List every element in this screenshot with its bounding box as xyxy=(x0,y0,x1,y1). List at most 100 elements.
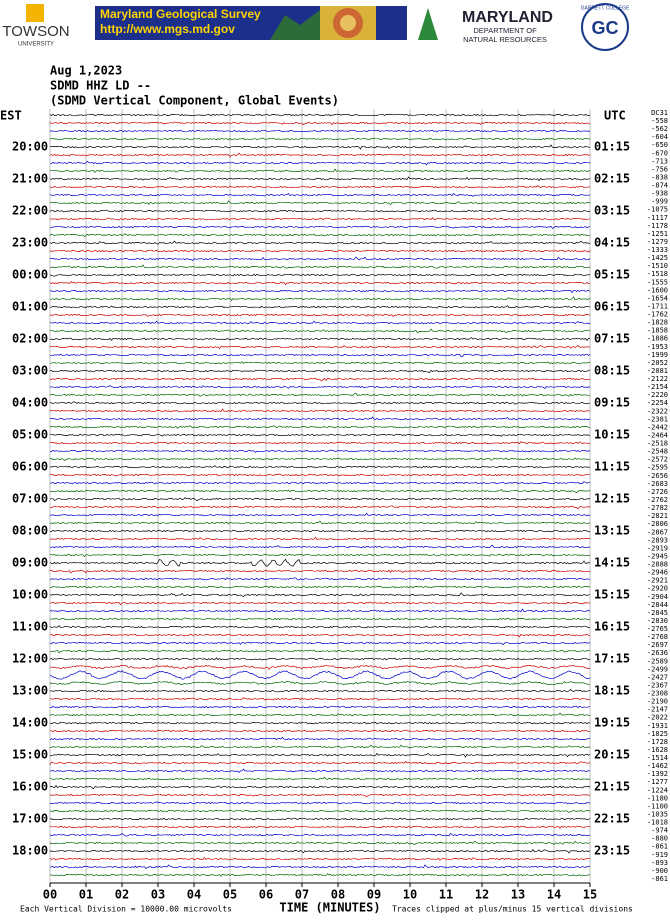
trace-offset: -1277 xyxy=(647,778,668,786)
scale-note: Each Vertical Division = 10000.00 microv… xyxy=(20,905,232,914)
trace-offset: -2656 xyxy=(647,472,668,480)
trace-offset: -900 xyxy=(651,867,668,875)
mgs-mountain xyxy=(270,10,320,40)
seismic-trace xyxy=(49,657,590,661)
trace-offset: -2904 xyxy=(647,593,668,601)
trace-offset: -2920 xyxy=(647,585,668,593)
trace-offset: -2081 xyxy=(647,367,668,375)
est-label: 07:00 xyxy=(12,492,48,506)
est-label: 01:00 xyxy=(12,300,48,314)
trace-offset: -861 xyxy=(651,843,668,851)
trace-offset: -604 xyxy=(651,133,668,141)
trace-offset: -2122 xyxy=(647,375,668,383)
utc-label: 18:15 xyxy=(594,684,630,698)
offset-header: DC31 xyxy=(651,109,668,117)
trace-offset: -2381 xyxy=(647,415,668,423)
seismic-trace xyxy=(49,825,591,829)
trace-offset: -2190 xyxy=(647,698,668,706)
minute-label: 11 xyxy=(439,888,453,902)
est-label: 22:00 xyxy=(12,204,48,218)
trace-offset: -880 xyxy=(651,835,668,843)
minute-label: 00 xyxy=(43,888,57,902)
seismic-trace xyxy=(49,857,591,861)
mgs-ring xyxy=(340,15,356,31)
trace-offset: -2845 xyxy=(647,609,668,617)
trace-offset: -1462 xyxy=(647,762,668,770)
seismic-trace xyxy=(49,577,591,581)
trace-offset: -2636 xyxy=(647,649,668,657)
trace-offset: -2499 xyxy=(647,665,668,673)
seismic-trace xyxy=(49,592,590,598)
trace-offset: -999 xyxy=(651,198,668,206)
trace-offset: -2726 xyxy=(647,488,668,496)
seismic-trace xyxy=(49,481,591,485)
seismic-trace xyxy=(49,617,591,621)
dnr-sub: NATURAL RESOURCES xyxy=(463,35,547,44)
seismic-trace xyxy=(49,249,591,253)
utc-label: 06:15 xyxy=(594,300,630,314)
seismic-trace xyxy=(49,296,591,302)
seismic-trace xyxy=(49,625,591,629)
minute-label: 06 xyxy=(259,888,273,902)
trace-offset: -1117 xyxy=(647,214,668,222)
trace-offset: -1333 xyxy=(647,246,668,254)
trace-offset: -1828 xyxy=(647,319,668,327)
est-label: 04:00 xyxy=(12,396,48,410)
utc-label: 20:15 xyxy=(594,748,630,762)
utc-label: 08:15 xyxy=(594,364,630,378)
seismic-trace xyxy=(49,712,591,717)
seismic-trace xyxy=(49,160,591,166)
trace-offset: -2921 xyxy=(647,577,668,585)
trace-offset: -1711 xyxy=(647,302,668,310)
clip-note: Traces clipped at plus/minus 15 vertical… xyxy=(392,905,633,914)
seismic-trace xyxy=(49,305,590,309)
seismic-trace xyxy=(49,192,591,197)
seismic-trace xyxy=(49,601,591,606)
est-label: 13:00 xyxy=(12,684,48,698)
seismic-trace xyxy=(49,401,590,405)
trace-offset: -1953 xyxy=(647,343,668,351)
seismic-trace xyxy=(49,848,591,854)
trace-offset: -2768 xyxy=(647,633,668,641)
est-label: 14:00 xyxy=(12,716,48,730)
seismic-trace xyxy=(49,369,590,374)
trace-offset: -2589 xyxy=(647,657,668,665)
seismic-trace xyxy=(49,585,591,589)
utc-label: 07:15 xyxy=(594,332,630,346)
trace-offset: -2945 xyxy=(647,552,668,560)
trace-offset: -2147 xyxy=(647,706,668,714)
trace-offset: -1825 xyxy=(647,730,668,738)
est-label: 17:00 xyxy=(12,812,48,826)
trace-offset: -562 xyxy=(651,125,668,133)
seismic-trace xyxy=(49,776,591,781)
trace-offset: -1886 xyxy=(647,335,668,343)
garrett-logo: GC xyxy=(592,18,619,38)
seismic-trace xyxy=(49,784,591,790)
trace-offset: -2893 xyxy=(647,536,668,544)
utc-label: 22:15 xyxy=(594,812,630,826)
trace-offset: -838 xyxy=(651,173,668,181)
trace-offset: -2052 xyxy=(647,359,668,367)
trace-offset: -1100 xyxy=(647,802,668,810)
trace-offset: -2154 xyxy=(647,383,668,391)
garrett-ring-text: GARRETT COLLEGE xyxy=(581,5,630,11)
trace-offset: -938 xyxy=(651,190,668,198)
trace-offset: -2867 xyxy=(647,528,668,536)
seismic-trace xyxy=(49,457,591,462)
est-label: 11:00 xyxy=(12,620,48,634)
trace-offset: -1425 xyxy=(647,254,668,262)
seismic-trace xyxy=(49,670,591,680)
seismic-trace xyxy=(49,225,591,230)
trace-offset: -2782 xyxy=(647,504,668,512)
utc-label: 19:15 xyxy=(594,716,630,730)
trace-offset: -2464 xyxy=(647,431,668,439)
trace-offset: -2427 xyxy=(647,673,668,681)
trace-offset: -1931 xyxy=(647,722,668,730)
utc-label: 15:15 xyxy=(594,588,630,602)
trace-offset: -2697 xyxy=(647,641,668,649)
trace-offset: -1728 xyxy=(647,738,668,746)
seismic-trace xyxy=(49,729,591,733)
seismic-trace xyxy=(49,760,591,765)
est-label: 15:00 xyxy=(12,748,48,762)
seismic-trace xyxy=(49,697,591,701)
